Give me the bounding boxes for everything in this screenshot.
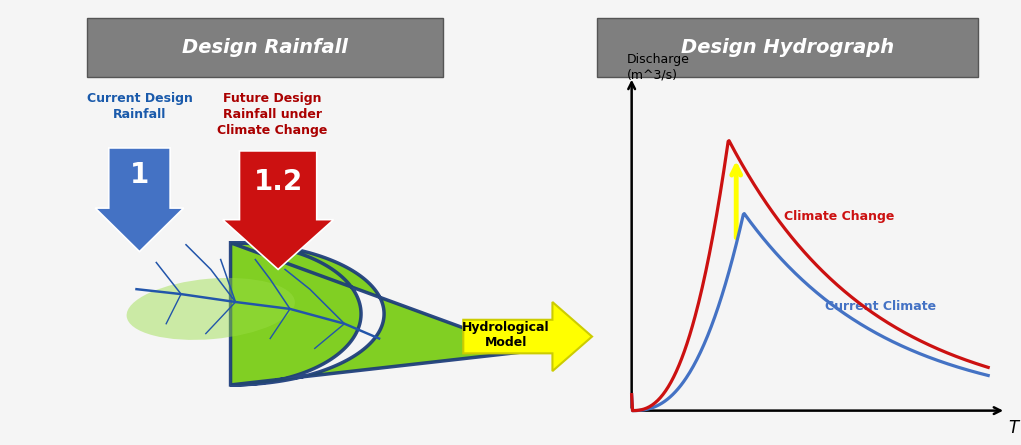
Polygon shape bbox=[223, 151, 334, 269]
Text: Hydrological
Model: Hydrological Model bbox=[463, 320, 549, 348]
Text: 1: 1 bbox=[130, 161, 149, 189]
Text: Current Design
Rainfall: Current Design Rainfall bbox=[87, 92, 192, 121]
Text: Current Climate: Current Climate bbox=[825, 300, 936, 313]
FancyBboxPatch shape bbox=[87, 18, 443, 77]
FancyBboxPatch shape bbox=[597, 18, 978, 77]
Text: Future Design
Rainfall under
Climate Change: Future Design Rainfall under Climate Cha… bbox=[217, 92, 328, 137]
Polygon shape bbox=[231, 243, 528, 385]
Text: Discharge
(m^3/s): Discharge (m^3/s) bbox=[627, 53, 689, 82]
Polygon shape bbox=[464, 302, 592, 371]
Text: 1.2: 1.2 bbox=[253, 168, 302, 196]
Ellipse shape bbox=[127, 278, 295, 340]
Polygon shape bbox=[95, 148, 184, 251]
Text: T: T bbox=[1008, 418, 1018, 437]
Text: Design Rainfall: Design Rainfall bbox=[183, 38, 348, 57]
Text: Design Hydrograph: Design Hydrograph bbox=[681, 38, 894, 57]
Text: Climate Change: Climate Change bbox=[784, 210, 894, 222]
